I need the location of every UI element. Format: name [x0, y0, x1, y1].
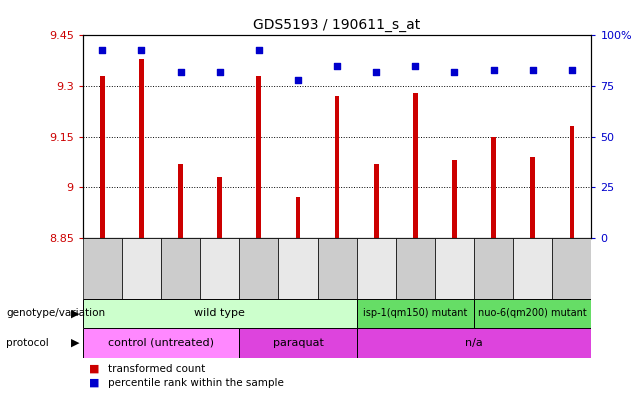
Bar	[83, 299, 357, 328]
Bar	[139, 59, 144, 238]
Point	[410, 62, 420, 69]
Text: control (untreated): control (untreated)	[108, 338, 214, 348]
Bar	[530, 157, 535, 238]
Text: percentile rank within the sample: percentile rank within the sample	[108, 378, 284, 388]
Text: transformed count: transformed count	[108, 364, 205, 374]
Text: ■: ■	[89, 364, 100, 374]
Bar	[357, 299, 474, 328]
Bar	[513, 238, 552, 299]
Point	[567, 67, 577, 73]
Text: genotype/variation: genotype/variation	[6, 309, 106, 318]
Point	[371, 69, 382, 75]
Bar	[122, 238, 161, 299]
Bar	[296, 197, 300, 238]
Bar	[256, 76, 261, 238]
Point	[528, 67, 538, 73]
Title: GDS5193 / 190611_s_at: GDS5193 / 190611_s_at	[254, 18, 420, 31]
Point	[450, 69, 460, 75]
Bar	[335, 96, 340, 238]
Bar	[357, 328, 591, 358]
Bar	[83, 238, 122, 299]
Point	[214, 69, 225, 75]
Bar	[200, 238, 239, 299]
Bar	[100, 76, 104, 238]
Bar	[552, 238, 591, 299]
Bar	[317, 238, 357, 299]
Point	[332, 62, 342, 69]
Text: paraquat: paraquat	[272, 338, 323, 348]
Point	[176, 69, 186, 75]
Bar	[239, 328, 357, 358]
Point	[293, 77, 303, 83]
Bar	[239, 238, 279, 299]
Bar	[435, 238, 474, 299]
Text: ▶: ▶	[71, 309, 80, 318]
Bar	[374, 163, 378, 238]
Text: protocol: protocol	[6, 338, 49, 348]
Text: ■: ■	[89, 378, 100, 388]
Bar	[357, 238, 396, 299]
Point	[97, 46, 107, 53]
Bar	[396, 238, 435, 299]
Bar	[491, 136, 496, 238]
Bar	[570, 127, 574, 238]
Text: n/a: n/a	[465, 338, 483, 348]
Bar	[161, 238, 200, 299]
Bar	[474, 299, 591, 328]
Bar	[474, 238, 513, 299]
Text: ▶: ▶	[71, 338, 80, 348]
Text: nuo-6(qm200) mutant: nuo-6(qm200) mutant	[478, 309, 587, 318]
Point	[136, 46, 146, 53]
Bar	[452, 160, 457, 238]
Bar	[178, 163, 183, 238]
Text: wild type: wild type	[194, 309, 245, 318]
Bar	[279, 238, 317, 299]
Bar	[413, 93, 418, 238]
Text: isp-1(qm150) mutant: isp-1(qm150) mutant	[363, 309, 467, 318]
Point	[488, 67, 499, 73]
Point	[254, 46, 264, 53]
Bar	[218, 177, 222, 238]
Bar	[83, 328, 239, 358]
